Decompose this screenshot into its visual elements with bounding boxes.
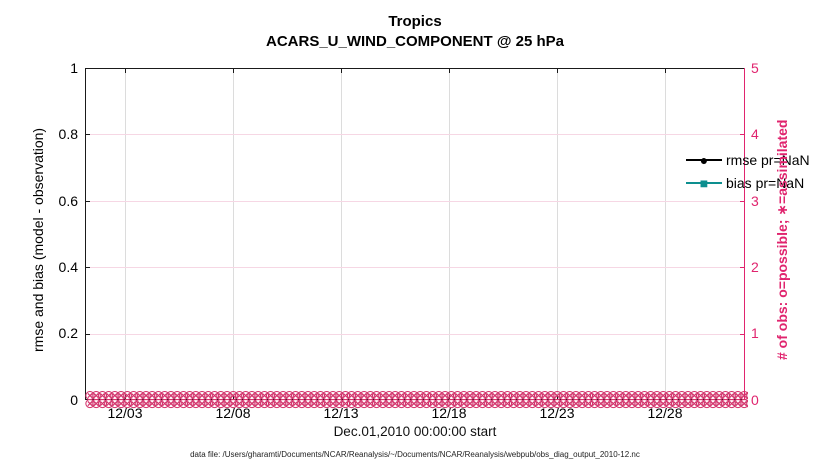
x-gridline bbox=[665, 68, 666, 400]
y-gridline bbox=[85, 201, 745, 202]
x-tick-mark bbox=[665, 395, 666, 400]
x-tick-label: 12/18 bbox=[431, 405, 467, 421]
x-gridline bbox=[233, 68, 234, 400]
x-tick-mark bbox=[557, 68, 558, 73]
legend-entry-bias: ■ bias pr=NaN bbox=[686, 171, 810, 194]
x-tick-mark bbox=[341, 395, 342, 400]
x-tick-mark bbox=[233, 68, 234, 73]
plot-title-variable: ACARS_U_WIND_COMPONENT @ 25 hPa bbox=[265, 33, 564, 50]
y-tick-label: 0.2 bbox=[58, 325, 78, 341]
y-gridline bbox=[85, 334, 745, 335]
y-gridline bbox=[85, 134, 745, 135]
y-tick-mark bbox=[85, 201, 90, 202]
y-tick-label: 0.4 bbox=[58, 259, 78, 275]
x-tick-mark bbox=[449, 395, 450, 400]
y-tick-label: 0.8 bbox=[58, 126, 78, 142]
x-tick-mark bbox=[449, 68, 450, 73]
y2-tick-label: 1 bbox=[751, 325, 759, 341]
y2-tick-label: 4 bbox=[751, 126, 759, 142]
x-gridline bbox=[449, 68, 450, 400]
plot-title-region: Tropics bbox=[388, 13, 442, 30]
bias-line-square-marker-icon: ■ bbox=[686, 176, 722, 190]
y2-tick-mark bbox=[740, 334, 745, 335]
title-block: Tropics ACARS_U_WIND_COMPONENT @ 25 hPa bbox=[85, 12, 745, 52]
y-tick-label: 0.6 bbox=[58, 193, 78, 209]
plot-area: ● rmse pr=NaN ■ bias pr=NaN bbox=[85, 68, 810, 400]
y2-tick-label: 5 bbox=[751, 60, 759, 76]
y-tick-label: 0 bbox=[70, 392, 78, 408]
x-axis-label: Dec.01,2010 00:00:00 start bbox=[333, 424, 497, 439]
y-tick-mark bbox=[85, 134, 90, 135]
y2-tick-mark bbox=[740, 134, 745, 135]
legend-label-bias: bias pr=NaN bbox=[726, 174, 805, 191]
x-tick-mark bbox=[665, 68, 666, 73]
x-tick-label: 12/13 bbox=[323, 405, 359, 421]
x-tick-label: 12/28 bbox=[647, 405, 683, 421]
rmse-line-circle-marker-icon: ● bbox=[686, 153, 722, 167]
y2-tick-mark bbox=[740, 267, 745, 268]
y2-tick-mark bbox=[740, 201, 745, 202]
y-gridline bbox=[85, 267, 745, 268]
left-y-axis-label: rmse and bias (model - observation) bbox=[30, 127, 46, 352]
x-tick-mark bbox=[233, 395, 234, 400]
x-tick-mark bbox=[557, 395, 558, 400]
y2-tick-label: 2 bbox=[751, 259, 759, 275]
x-tick-mark bbox=[125, 68, 126, 73]
y2-tick-label: 0 bbox=[751, 392, 759, 408]
legend-entry-rmse: ● rmse pr=NaN bbox=[686, 148, 810, 171]
right-y-axis-label: # of obs: o=possible; ∗=assimilated bbox=[774, 119, 790, 360]
legend-label-rmse: rmse pr=NaN bbox=[726, 151, 810, 168]
y-tick-mark bbox=[85, 267, 90, 268]
legend: ● rmse pr=NaN ■ bias pr=NaN bbox=[686, 148, 810, 194]
axis-spine-right bbox=[744, 68, 745, 400]
x-gridline bbox=[341, 68, 342, 400]
obs-marker-band: ⊗⊗⊗⊗⊗⊗⊗⊗⊗⊗⊗⊗⊗⊗⊗⊗⊗⊗⊗⊗⊗⊗⊗⊗⊗⊗⊗⊗⊗⊗⊗⊗⊗⊗⊗⊗⊗⊗⊗⊗… bbox=[84, 391, 748, 409]
axis-spine-left bbox=[85, 68, 86, 400]
x-gridline bbox=[125, 68, 126, 400]
y-tick-mark bbox=[85, 334, 90, 335]
x-tick-label: 12/08 bbox=[215, 405, 251, 421]
x-gridline bbox=[557, 68, 558, 400]
data-file-caption: data file: /Users/gharamti/Documents/NCA… bbox=[190, 450, 640, 459]
x-tick-mark bbox=[341, 68, 342, 73]
x-tick-label: 12/03 bbox=[107, 405, 143, 421]
axis-spine-top bbox=[85, 68, 745, 69]
y-tick-label: 1 bbox=[70, 60, 78, 76]
axis-spine-bottom bbox=[85, 399, 745, 400]
x-tick-mark bbox=[125, 395, 126, 400]
y2-tick-label: 3 bbox=[751, 193, 759, 209]
x-tick-label: 12/23 bbox=[539, 405, 575, 421]
